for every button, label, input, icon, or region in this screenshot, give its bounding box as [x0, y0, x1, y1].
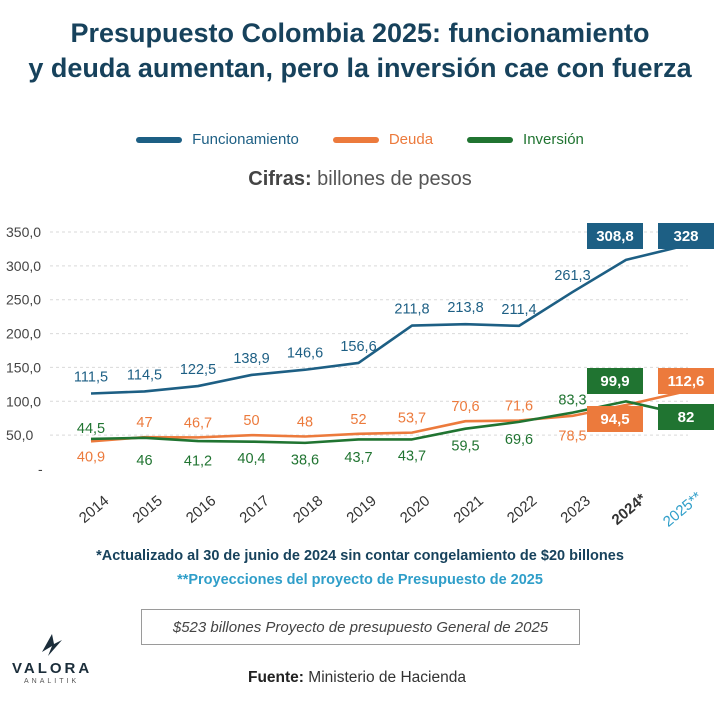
- data-box-funcionamiento-10: [587, 223, 643, 249]
- legend-label-funcionamiento: Funcionamiento: [192, 131, 299, 148]
- x-tick-label-6: 2020: [397, 492, 433, 526]
- data-label-funcionamiento-11: 328: [673, 228, 698, 245]
- x-tick-label-11: 2025**: [660, 488, 706, 530]
- data-label-deuda-11: 112,6: [668, 373, 705, 390]
- y-tick-label-4: 150,0: [6, 359, 41, 375]
- data-label-inversion-7: 59,5: [451, 439, 479, 455]
- x-tick-label-10: 2024*: [609, 490, 650, 528]
- budget-total-note: $523 billones Proyecto de presupuesto Ge…: [141, 609, 580, 645]
- x-tick-label-3: 2017: [236, 492, 272, 526]
- data-label-funcionamiento-3: 138,9: [233, 351, 269, 367]
- data-label-funcionamiento-2: 122,5: [180, 362, 216, 378]
- data-label-deuda-3: 50: [243, 413, 259, 429]
- data-label-deuda-4: 48: [297, 414, 313, 430]
- units-text: billones de pesos: [317, 168, 472, 190]
- logo-subtitle: ANALITIK: [24, 678, 80, 685]
- source: Fuente: Ministerio de Hacienda: [248, 669, 466, 687]
- data-label-deuda-0: 40,9: [77, 449, 105, 465]
- data-label-inversion-4: 38,6: [291, 452, 319, 468]
- note-projection: **Proyecciones del proyecto de Presupues…: [177, 572, 543, 588]
- units-caption: Cifras: billones de pesos: [0, 168, 720, 191]
- data-label-deuda-2: 46,7: [184, 415, 212, 431]
- legend-funcionamiento: Funcionamiento: [136, 131, 299, 148]
- x-tick-label-8: 2022: [504, 492, 540, 526]
- legend-swatch-funcionamiento: [136, 136, 183, 143]
- data-label-inversion-5: 43,7: [344, 450, 372, 466]
- series-line-funcionamiento: [90, 245, 680, 395]
- title-line-1: Presupuesto Colombia 2025: funcionamient…: [70, 18, 650, 48]
- y-tick-label-1: 300,0: [6, 258, 41, 274]
- data-box-deuda-10: [587, 406, 643, 432]
- title-line-2: y deuda aumentan, pero la inversión cae …: [28, 53, 692, 83]
- x-tick-label-0: 2014: [76, 492, 112, 526]
- chart-title: Presupuesto Colombia 2025: funcionamient…: [0, 16, 720, 86]
- data-label-funcionamiento-7: 213,8: [447, 300, 483, 316]
- units-label: Cifras:: [248, 168, 312, 190]
- data-label-inversion-9: 83,3: [558, 393, 586, 409]
- data-label-deuda-5: 52: [350, 412, 366, 428]
- data-box-funcionamiento-11: [658, 223, 714, 249]
- data-label-inversion-1: 46: [136, 453, 152, 469]
- valora-logo-icon: [42, 634, 62, 656]
- x-tick-label-4: 2018: [290, 492, 326, 526]
- data-label-funcionamiento-4: 146,6: [287, 346, 323, 362]
- data-label-deuda-7: 70,6: [451, 399, 479, 415]
- data-label-inversion-8: 69,6: [505, 432, 533, 448]
- x-tick-label-1: 2015: [129, 492, 165, 526]
- legend-label-deuda: Deuda: [388, 131, 434, 148]
- line-chart: 350,0 300,0 250,0 200,0 150,0 100,0 50,0 - 2014 2…: [6, 223, 714, 531]
- data-label-inversion-6: 43,7: [398, 449, 426, 465]
- data-label-inversion-0: 44,5: [77, 421, 105, 437]
- x-tick-label-7: 2021: [450, 492, 486, 526]
- x-tick-label-5: 2019: [343, 492, 379, 526]
- y-tick-label-3: 200,0: [6, 326, 41, 342]
- data-label-inversion-11: 82: [678, 409, 695, 426]
- x-tick-label-9: 2023: [557, 492, 593, 526]
- data-label-deuda-8: 71,6: [505, 399, 533, 415]
- series-line-inversion: [90, 400, 680, 445]
- legend-inversion: Inversión: [467, 131, 584, 148]
- data-label-deuda-6: 53,7: [398, 411, 426, 427]
- series-line-deuda: [90, 391, 680, 443]
- data-box-inversion-10: [587, 368, 643, 394]
- legend: Funcionamiento Deuda Inversión: [0, 131, 720, 148]
- source-text: Ministerio de Hacienda: [308, 669, 466, 686]
- note-updated: *Actualizado al 30 de junio de 2024 sin …: [96, 548, 624, 564]
- y-tick-label-6: 50,0: [6, 427, 33, 443]
- source-label: Fuente:: [248, 669, 304, 686]
- logo-wordmark: VALORA: [12, 660, 93, 677]
- data-label-inversion-2: 41,2: [184, 453, 212, 469]
- data-label-inversion-3: 40,4: [237, 451, 265, 467]
- data-label-funcionamiento-9: 261,3: [554, 268, 590, 284]
- y-tick-label-7: -: [38, 461, 43, 477]
- data-label-deuda-10: 94,5: [600, 411, 629, 428]
- legend-deuda: Deuda: [332, 131, 434, 148]
- data-label-funcionamiento-8: 211,4: [501, 302, 536, 318]
- y-tick-label-2: 250,0: [6, 292, 41, 308]
- y-tick-label-0: 350,0: [6, 224, 41, 240]
- legend-label-inversion: Inversión: [523, 131, 584, 148]
- data-label-deuda-9: 78,5: [558, 429, 586, 445]
- data-label-funcionamiento-6: 211,8: [394, 302, 429, 318]
- data-label-funcionamiento-0: 111,5: [74, 369, 108, 385]
- data-label-funcionamiento-1: 114,5: [127, 367, 162, 383]
- data-label-funcionamiento-10: 308,8: [596, 228, 634, 245]
- data-box-inversion-11: [658, 404, 714, 430]
- data-box-deuda-11: [658, 368, 714, 394]
- data-label-deuda-1: 47: [136, 415, 152, 431]
- x-tick-label-2: 2016: [183, 492, 219, 526]
- legend-swatch-inversion: [467, 136, 514, 143]
- legend-swatch-deuda: [332, 136, 379, 143]
- y-tick-label-5: 100,0: [6, 393, 41, 409]
- data-label-funcionamiento-5: 156,6: [340, 339, 376, 355]
- data-label-inversion-10: 99,9: [600, 373, 629, 390]
